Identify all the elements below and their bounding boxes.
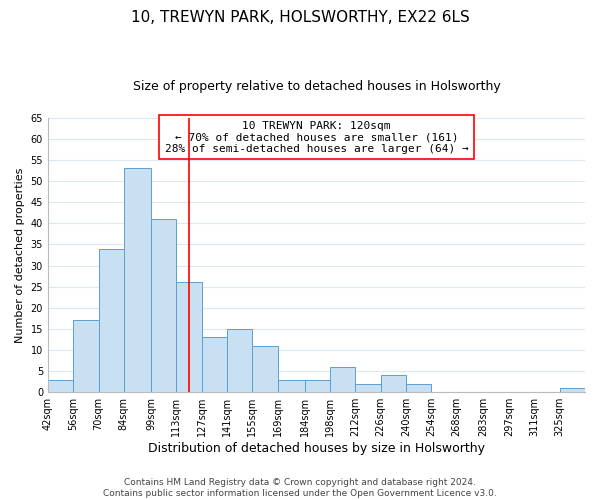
Bar <box>227 329 252 392</box>
Bar <box>252 346 278 392</box>
Bar <box>176 282 202 392</box>
Text: 10, TREWYN PARK, HOLSWORTHY, EX22 6LS: 10, TREWYN PARK, HOLSWORTHY, EX22 6LS <box>131 10 469 25</box>
Bar <box>73 320 98 392</box>
Title: Size of property relative to detached houses in Holsworthy: Size of property relative to detached ho… <box>133 80 500 93</box>
Y-axis label: Number of detached properties: Number of detached properties <box>15 168 25 342</box>
Bar <box>124 168 151 392</box>
Bar <box>98 248 124 392</box>
Bar <box>406 384 431 392</box>
X-axis label: Distribution of detached houses by size in Holsworthy: Distribution of detached houses by size … <box>148 442 485 455</box>
Bar <box>330 367 355 392</box>
Bar <box>151 219 176 392</box>
Text: Contains HM Land Registry data © Crown copyright and database right 2024.
Contai: Contains HM Land Registry data © Crown c… <box>103 478 497 498</box>
Bar <box>560 388 585 392</box>
Bar <box>48 380 73 392</box>
Bar <box>202 338 227 392</box>
Bar <box>380 376 406 392</box>
Text: 10 TREWYN PARK: 120sqm
← 70% of detached houses are smaller (161)
28% of semi-de: 10 TREWYN PARK: 120sqm ← 70% of detached… <box>164 120 469 154</box>
Bar <box>305 380 330 392</box>
Bar <box>355 384 380 392</box>
Bar <box>278 380 305 392</box>
